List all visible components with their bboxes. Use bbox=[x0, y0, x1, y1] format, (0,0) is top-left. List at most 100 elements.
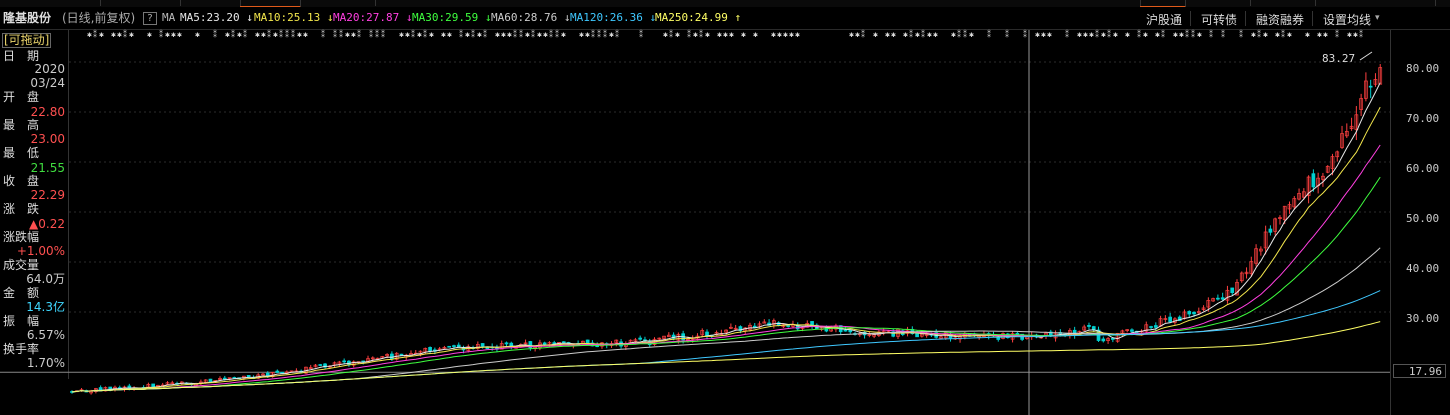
event-marker-icon[interactable]: ✱ bbox=[753, 30, 758, 39]
margin-trading-button[interactable]: 融资融券 bbox=[1256, 13, 1305, 27]
event-marker-icon[interactable]: ⁑ bbox=[669, 30, 673, 39]
ma-legend-item[interactable]: MA30:29.59 ↓ bbox=[412, 11, 492, 24]
event-marker-icon[interactable]: ⁑ bbox=[279, 30, 283, 39]
event-marker-icon[interactable]: ⁑ bbox=[1065, 30, 1069, 39]
event-marker-icon[interactable]: ⁑ bbox=[423, 30, 427, 39]
event-marker-icon[interactable]: ✱ bbox=[111, 30, 116, 39]
event-marker-icon[interactable]: ✱ bbox=[399, 30, 404, 39]
event-marker-icon[interactable]: ✱ bbox=[951, 30, 956, 39]
event-marker-icon[interactable]: ✱ bbox=[273, 30, 278, 39]
event-marker-icon[interactable]: ⁑ bbox=[699, 30, 703, 39]
event-marker-icon[interactable]: ⁑ bbox=[519, 30, 523, 39]
event-marker-icon[interactable]: ⁑ bbox=[591, 30, 595, 39]
event-marker-icon[interactable]: ✱ bbox=[855, 30, 860, 39]
event-marker-icon[interactable]: ⁑ bbox=[639, 30, 643, 39]
event-marker-icon[interactable]: ✱ bbox=[1197, 30, 1202, 39]
top-tab[interactable] bbox=[1185, 0, 1251, 6]
event-marker-icon[interactable]: ✱ bbox=[663, 30, 668, 39]
event-marker-icon[interactable]: ⁑ bbox=[243, 30, 247, 39]
event-marker-icon[interactable]: ⁑ bbox=[987, 30, 991, 39]
event-marker-icon[interactable]: ✱ bbox=[849, 30, 854, 39]
event-marker-icon[interactable]: ✱ bbox=[117, 30, 122, 39]
event-marker-icon[interactable]: ⁑ bbox=[339, 30, 343, 39]
top-tab[interactable] bbox=[180, 0, 241, 6]
event-marker-icon[interactable]: ⁑ bbox=[411, 30, 415, 39]
event-marker-icon[interactable]: ⁑ bbox=[291, 30, 295, 39]
event-marker-icon[interactable]: ✱ bbox=[261, 30, 266, 39]
event-marker-icon[interactable]: ⁑ bbox=[615, 30, 619, 39]
event-marker-icon[interactable]: ⁑ bbox=[963, 30, 967, 39]
help-button[interactable]: ? bbox=[143, 12, 157, 25]
event-marker-icon[interactable]: ✱ bbox=[915, 30, 920, 39]
event-marker-icon[interactable]: ✱ bbox=[1155, 30, 1160, 39]
event-marker-icon[interactable]: ✱ bbox=[1179, 30, 1184, 39]
top-tab[interactable] bbox=[1100, 0, 1141, 6]
event-marker-icon[interactable]: ⁑ bbox=[549, 30, 553, 39]
event-marker-icon[interactable]: ✱ bbox=[933, 30, 938, 39]
dropdown-icon[interactable]: ▾ bbox=[1375, 13, 1380, 23]
event-marker-icon[interactable]: ✱ bbox=[165, 30, 170, 39]
event-marker-icon[interactable]: ⁑ bbox=[687, 30, 691, 39]
event-marker-icon[interactable]: ✱ bbox=[1323, 30, 1328, 39]
event-marker-icon[interactable]: ✱ bbox=[969, 30, 974, 39]
event-marker-icon[interactable]: ✱ bbox=[507, 30, 512, 39]
event-marker-icon[interactable]: ✱ bbox=[441, 30, 446, 39]
event-marker-icon[interactable]: ✱ bbox=[693, 30, 698, 39]
event-marker-icon[interactable]: ✱ bbox=[723, 30, 728, 39]
event-marker-icon[interactable]: ✱ bbox=[255, 30, 260, 39]
ma-legend-item[interactable]: MA60:28.76 ↓ bbox=[491, 11, 571, 24]
event-marker-icon[interactable]: ⁑ bbox=[267, 30, 271, 39]
event-marker-icon[interactable]: ✱ bbox=[171, 30, 176, 39]
event-marker-icon[interactable]: ⁑ bbox=[1137, 30, 1141, 39]
event-marker-icon[interactable]: ⁑ bbox=[459, 30, 463, 39]
event-marker-icon[interactable]: ✱ bbox=[717, 30, 722, 39]
event-marker-icon[interactable]: ✱ bbox=[351, 30, 356, 39]
event-marker-icon[interactable]: ✱ bbox=[1317, 30, 1322, 39]
event-marker-icon[interactable]: ⁑ bbox=[1191, 30, 1195, 39]
event-marker-icon[interactable]: ✱ bbox=[1347, 30, 1352, 39]
event-marker-icon[interactable]: ⁑ bbox=[1239, 30, 1243, 39]
event-marker-icon[interactable]: ✱ bbox=[771, 30, 776, 39]
ma-legend-item[interactable]: MA120:26.36 ↓ bbox=[570, 11, 657, 24]
event-marker-icon[interactable]: ✱ bbox=[927, 30, 932, 39]
event-marker-icon[interactable]: ✱ bbox=[1143, 30, 1148, 39]
event-marker-icon[interactable]: ✱ bbox=[891, 30, 896, 39]
event-marker-icon[interactable]: ✱ bbox=[675, 30, 680, 39]
ma-legend-item[interactable]: MA250:24.99 ↑ bbox=[655, 11, 742, 24]
event-marker-icon[interactable]: ✱ bbox=[873, 30, 878, 39]
event-marker-icon[interactable]: ⁑ bbox=[1335, 30, 1339, 39]
ma-legend-item[interactable]: MA5:23.20 ↓ bbox=[180, 11, 253, 24]
event-marker-icon[interactable]: ✱ bbox=[1251, 30, 1256, 39]
event-marker-icon[interactable]: ✱ bbox=[87, 30, 92, 39]
event-marker-icon[interactable]: ✱ bbox=[1047, 30, 1052, 39]
event-marker-icon[interactable]: ✱ bbox=[477, 30, 482, 39]
convertible-bond-button[interactable]: 可转债 bbox=[1201, 13, 1238, 27]
event-marker-icon[interactable]: ✱ bbox=[195, 30, 200, 39]
event-marker-icon[interactable]: ✱ bbox=[1305, 30, 1310, 39]
event-marker-icon[interactable]: ✱ bbox=[1173, 30, 1178, 39]
event-marker-icon[interactable]: ⁑ bbox=[213, 30, 217, 39]
event-marker-icon[interactable]: ⁑ bbox=[375, 30, 379, 39]
event-marker-icon[interactable]: ⁑ bbox=[471, 30, 475, 39]
event-marker-icon[interactable]: ⁑ bbox=[285, 30, 289, 39]
event-marker-icon[interactable]: ✱ bbox=[579, 30, 584, 39]
event-marker-icon[interactable]: ✱ bbox=[237, 30, 242, 39]
event-marker-icon[interactable]: ⁑ bbox=[1209, 30, 1213, 39]
event-marker-icon[interactable]: ⁑ bbox=[555, 30, 559, 39]
top-tab[interactable] bbox=[300, 0, 376, 6]
event-marker-icon[interactable]: ✱ bbox=[1287, 30, 1292, 39]
event-marker-icon[interactable]: ✱ bbox=[177, 30, 182, 39]
event-marker-icon[interactable]: ✱ bbox=[783, 30, 788, 39]
kline-chart[interactable] bbox=[0, 30, 1390, 415]
event-marker-icon[interactable]: ✱ bbox=[99, 30, 104, 39]
event-marker-icon[interactable]: ⁑ bbox=[1107, 30, 1111, 39]
ma-settings-button[interactable]: 设置均线 bbox=[1323, 13, 1372, 27]
event-marker-icon[interactable]: ⁑ bbox=[333, 30, 337, 39]
event-marker-icon[interactable]: ✱ bbox=[1041, 30, 1046, 39]
event-marker-icon[interactable]: ⁑ bbox=[1023, 30, 1027, 39]
event-marker-icon[interactable]: ✱ bbox=[705, 30, 710, 39]
event-marker-icon[interactable]: ⁑ bbox=[1185, 30, 1189, 39]
event-marker-icon[interactable]: ✱ bbox=[147, 30, 152, 39]
event-marker-icon[interactable]: ⁑ bbox=[381, 30, 385, 39]
event-marker-icon[interactable]: ✱ bbox=[405, 30, 410, 39]
